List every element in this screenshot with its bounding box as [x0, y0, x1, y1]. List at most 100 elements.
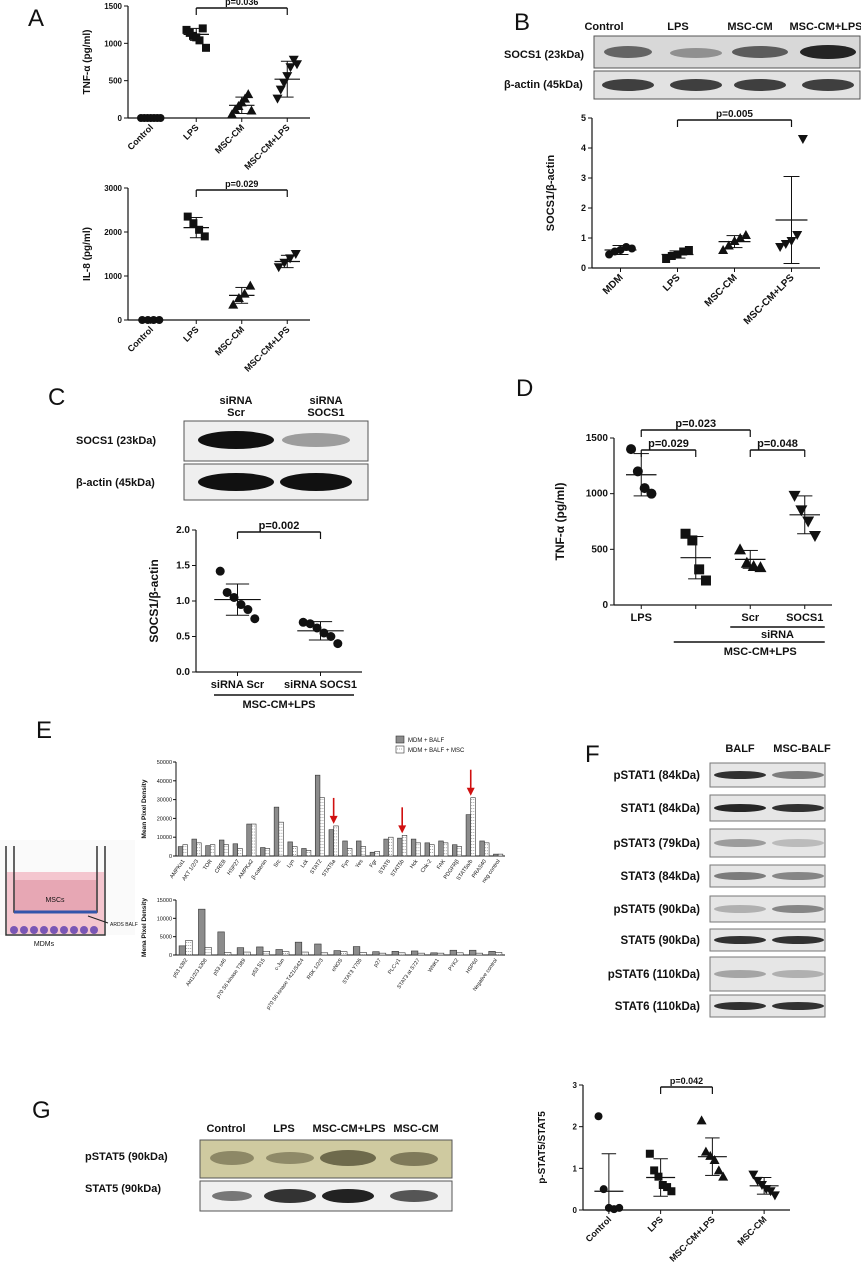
- blot-g-lane-label: MSC-CM: [393, 1123, 438, 1135]
- y-tick-label: 40000: [157, 779, 172, 785]
- x-tick-label: Control: [125, 122, 155, 152]
- blot-g-lane-label: Control: [206, 1123, 245, 1135]
- blot-band: [714, 872, 766, 880]
- bar: [493, 853, 499, 857]
- data-point: [273, 263, 284, 273]
- data-point: [662, 255, 671, 263]
- blot-band: [670, 48, 722, 58]
- bar: [301, 951, 309, 956]
- bar: [246, 823, 252, 857]
- blot-c-lane-label: siRNA: [219, 395, 252, 407]
- bar: [438, 840, 444, 857]
- panel-label-d: D: [516, 375, 533, 402]
- data-point: [290, 250, 301, 259]
- y-tick-label: 0.5: [176, 632, 190, 643]
- bar: [417, 952, 425, 956]
- x-tick-label: p53 S15: [250, 958, 266, 978]
- y-tick-label: 1: [573, 1164, 578, 1173]
- data-point: [667, 252, 676, 260]
- x-tick-label: siRNA SOCS1: [284, 679, 357, 691]
- blot-band: [670, 79, 722, 91]
- bar: [333, 950, 341, 956]
- legend-swatch: [395, 735, 405, 744]
- data-point: [189, 219, 198, 228]
- blot-b-lane-label: MSC-CM: [727, 21, 772, 33]
- x-tick-label: MSC-CM+LPS: [667, 1214, 716, 1263]
- y-tick-label: 3: [573, 1081, 578, 1090]
- bar: [178, 945, 186, 956]
- bar: [314, 774, 321, 857]
- p-value-label: p=0.042: [670, 1076, 703, 1086]
- blot-f-strip: [709, 864, 826, 888]
- y-tick-label: 30000: [157, 798, 172, 804]
- x-tick-label: Src: [273, 859, 283, 869]
- x-tick-label: Akt1/2/3 s308: [185, 958, 209, 988]
- blot-f-row-label: STAT3 (84kDa): [621, 871, 701, 883]
- chart-G: 0 1 2 3 p-STAT5/STAT5 Control LPS MSC-CM+LPS MSC…: [537, 1076, 790, 1264]
- bar: [204, 947, 212, 956]
- bar: [359, 952, 367, 956]
- blot-b-row-label: β-actin (45kDa): [504, 79, 583, 91]
- x-tick-label: LPS: [631, 612, 652, 624]
- bar: [410, 838, 417, 857]
- data-point: [775, 243, 786, 252]
- data-point: [228, 299, 239, 309]
- blot-f-row-label: pSTAT3 (79kDa): [614, 838, 701, 850]
- panel-label-a: A: [28, 5, 44, 32]
- highlight-arrow-head: [466, 787, 475, 796]
- blot-b-row-label: SOCS1 (23kDa): [504, 49, 584, 61]
- chart-A2: 0 1000 2000 3000 IL-8 (pg/ml) Control LPS MSC-C…: [82, 179, 310, 374]
- bar: [469, 949, 477, 956]
- data-point: [658, 1181, 667, 1189]
- panel-label-g: G: [32, 1097, 51, 1124]
- blot-band: [280, 473, 352, 491]
- blot-band: [772, 905, 824, 913]
- data-point: [680, 528, 691, 539]
- data-point: [243, 89, 254, 99]
- data-point: [275, 85, 286, 95]
- chart-A1: 0 500 1000 1500 TNF-α (pg/ml) Control LPS MSC-C…: [82, 0, 310, 172]
- x-tick-label: STAT5b: [390, 859, 406, 878]
- blot-band: [210, 1151, 254, 1165]
- balf-label: ARDS BALF: [110, 922, 138, 928]
- x-tick-label: CREB: [214, 858, 228, 874]
- data-point: [646, 488, 657, 499]
- blot-b-lane-label: LPS: [667, 21, 688, 33]
- bar: [275, 949, 283, 956]
- data-point: [650, 1166, 659, 1175]
- data-point: [808, 530, 821, 542]
- blot-band: [802, 79, 854, 91]
- data-point: [795, 505, 808, 517]
- bar: [185, 940, 193, 956]
- x-tick-label: MSC-CM: [703, 272, 740, 309]
- bar: [287, 841, 293, 857]
- y-tick-label: 0: [118, 316, 123, 325]
- x-tick-label: FAK: [436, 858, 447, 870]
- blot-band: [714, 970, 766, 978]
- bar: [465, 814, 472, 857]
- blot-b-lane-label: Control: [584, 21, 623, 33]
- bar: [217, 931, 225, 956]
- x-tick-label: TOR: [202, 859, 214, 872]
- group-label: MSC-CM+LPS: [242, 699, 315, 711]
- data-point: [639, 483, 650, 494]
- well-outline: [5, 846, 106, 936]
- bar: [456, 846, 462, 857]
- bar: [495, 952, 503, 956]
- data-point: [718, 245, 729, 254]
- blot-band: [772, 872, 824, 880]
- x-tick-label: MSC-CM+LPS: [242, 122, 291, 171]
- data-point: [729, 236, 740, 245]
- y-axis-label: IL-8 (pg/ml): [82, 227, 93, 281]
- blot-c-row-label: SOCS1 (23kDa): [76, 435, 156, 447]
- data-point: [298, 617, 308, 627]
- data-point: [735, 233, 746, 242]
- blot-band: [714, 771, 766, 779]
- data-point: [285, 254, 296, 264]
- blot-b: Control LPS MSC-CM MSC-CM+LPS SOCS1 (23k…: [504, 21, 861, 100]
- blot-f-strip: [709, 994, 826, 1018]
- bar: [378, 952, 387, 956]
- blot-f-strip: [709, 828, 826, 858]
- x-tick-label: LPS: [181, 324, 200, 343]
